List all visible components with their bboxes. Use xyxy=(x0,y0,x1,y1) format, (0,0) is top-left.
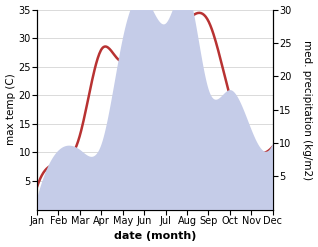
Y-axis label: med. precipitation (kg/m2): med. precipitation (kg/m2) xyxy=(302,40,313,180)
X-axis label: date (month): date (month) xyxy=(114,231,196,242)
Y-axis label: max temp (C): max temp (C) xyxy=(5,74,16,145)
